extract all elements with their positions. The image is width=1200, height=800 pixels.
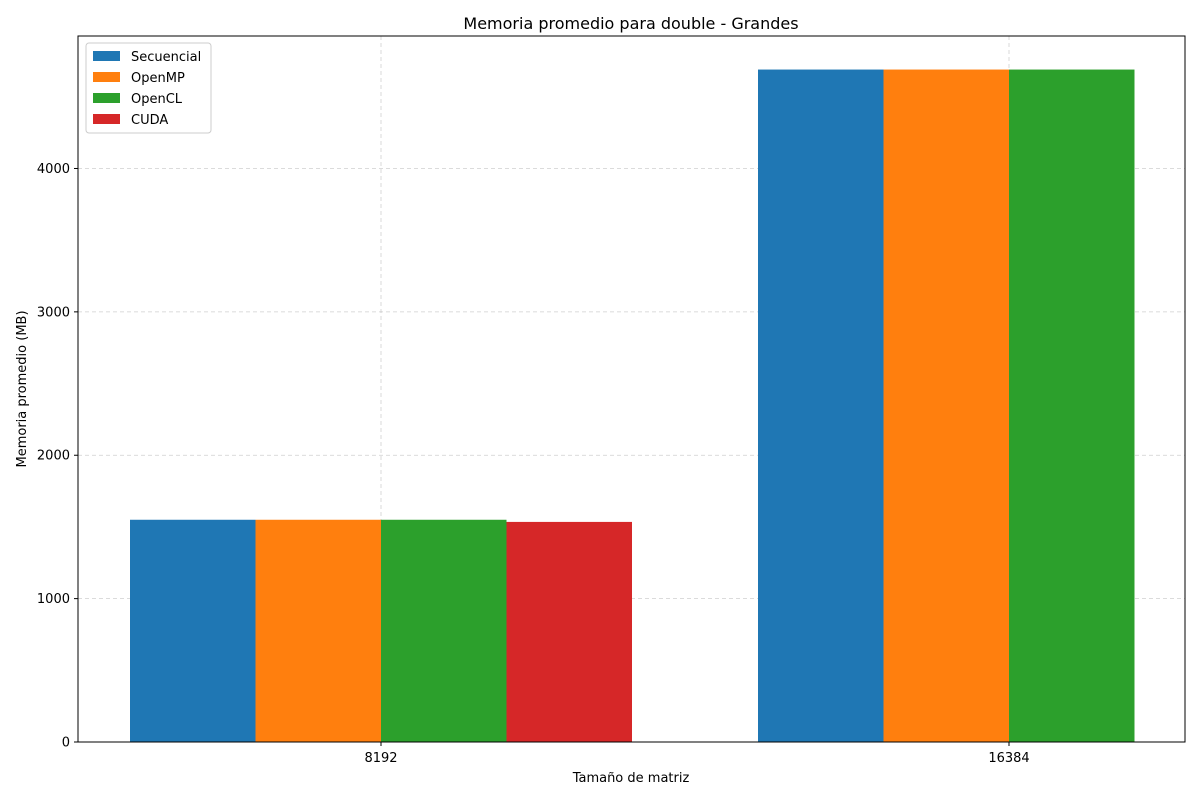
legend-swatch-cuda: [93, 114, 120, 124]
legend-frame: [85, 42, 212, 134]
plot-frame: [77, 35, 1186, 743]
bars: [130, 69, 1135, 742]
legend: Secuencial OpenMP OpenCL CUDA: [85, 42, 212, 134]
y-tick-label: 2000: [37, 449, 70, 464]
legend-swatch-openmp: [93, 72, 120, 82]
legend-label-secuencial: Secuencial: [131, 50, 201, 65]
y-tick-label: 4000: [37, 162, 70, 177]
bar-secuencial-8192: [130, 519, 256, 742]
x-axis-label: Tamaño de matriz: [572, 771, 690, 786]
legend-swatch-opencl: [93, 93, 120, 103]
bar-cuda-8192: [506, 521, 632, 742]
bar-opencl-8192: [381, 519, 507, 742]
y-tick-label: 3000: [37, 305, 70, 320]
x-tick-label: 16384: [988, 751, 1029, 766]
y-axis-label: Memoria promedio (MB): [15, 310, 30, 467]
x-ticks: 8192 16384: [364, 742, 1030, 766]
x-tick-label: 8192: [364, 751, 397, 766]
bar-secuencial-16384: [758, 69, 884, 742]
bar-openmp-8192: [255, 519, 381, 742]
y-tick-label: 1000: [37, 592, 70, 607]
y-tick-label: 0: [62, 736, 70, 751]
y-ticks: 0 1000 2000 3000 4000: [37, 162, 78, 751]
legend-label-opencl: OpenCL: [131, 92, 183, 107]
legend-swatch-secuencial: [93, 51, 120, 61]
chart-title: Memoria promedio para double - Grandes: [463, 14, 798, 33]
legend-label-openmp: OpenMP: [131, 71, 185, 86]
bar-openmp-16384: [883, 69, 1009, 742]
legend-label-cuda: CUDA: [131, 113, 168, 128]
bar-opencl-16384: [1009, 69, 1135, 742]
